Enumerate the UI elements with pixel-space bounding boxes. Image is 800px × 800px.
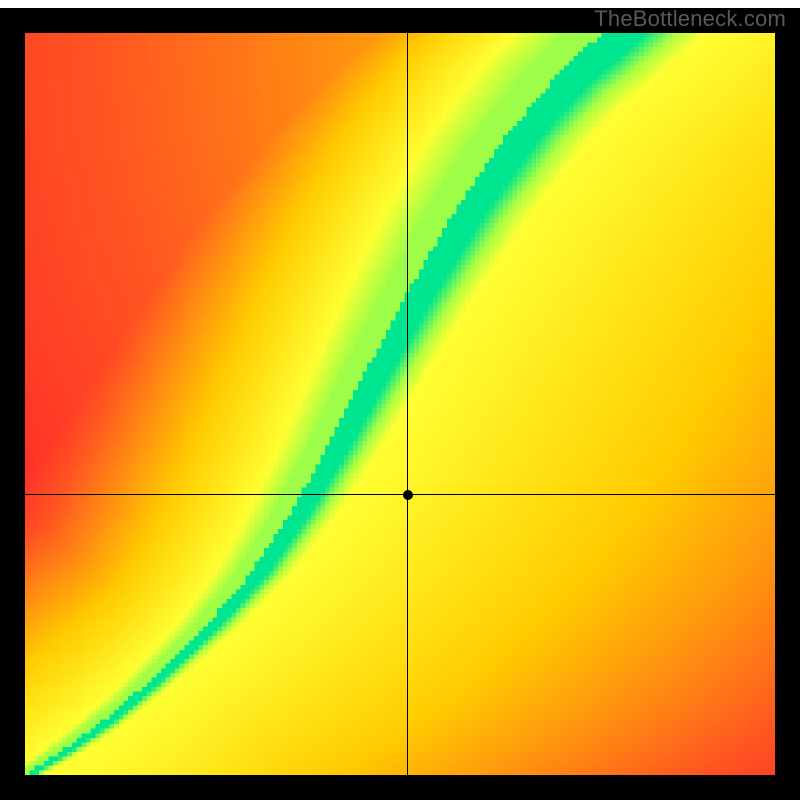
marker-dot [403, 490, 413, 500]
crosshair-vertical [407, 33, 408, 775]
crosshair-horizontal [25, 494, 775, 495]
chart-container: TheBottleneck.com [0, 0, 800, 800]
frame-left [0, 8, 25, 800]
heatmap-canvas [25, 33, 775, 775]
frame-right [775, 8, 800, 800]
watermark-text: TheBottleneck.com [594, 6, 786, 32]
frame-bottom [0, 775, 800, 800]
